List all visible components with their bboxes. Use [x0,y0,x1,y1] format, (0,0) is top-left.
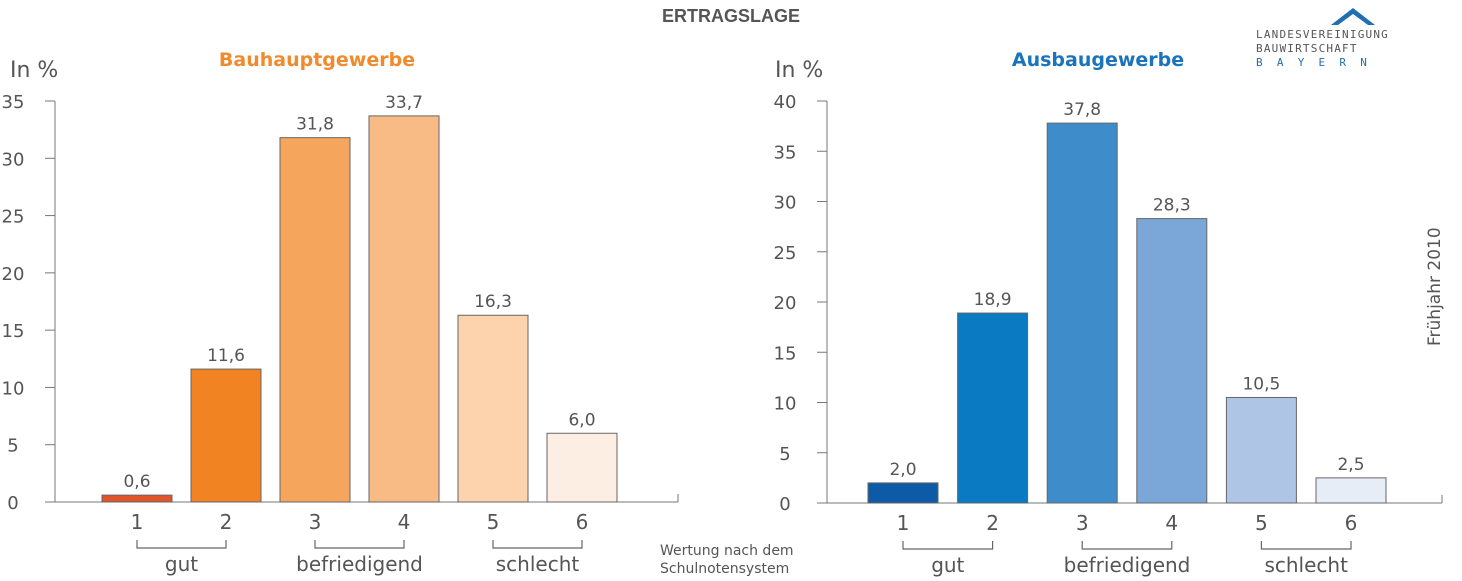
logo-roof-icon [1331,8,1375,25]
chart-2-bar [1315,477,1387,504]
chart-2-bar [957,312,1029,504]
chart-2-value-label: 10,5 [1242,374,1280,394]
chart-2-bar [867,482,939,504]
page-title: ERTRAGSLAGE [661,6,800,26]
chart-2-group-bracket [902,541,994,550]
footnote: Wertung nach dem Schulnotensystem [660,542,794,578]
chart-2-y-tick-label: 15 [774,343,797,364]
chart-1-value-label: 33,7 [385,93,423,113]
chart-2-title: Ausbaugewerbe [1012,49,1184,71]
chart-1-bar [101,494,173,503]
chart-2-bar [1046,122,1118,504]
chart-1-group-label: gut [165,552,198,576]
chart-1-y-tick-label: 30 [2,149,25,170]
chart-2-y-tick-label: 25 [774,243,797,264]
chart-2-y-tick-label: 40 [774,92,797,113]
chart-2-group-bracket [1260,541,1352,550]
chart-1-group-bracket [492,540,583,549]
logo-line-1: LANDESVEREINIGUNG [1256,28,1389,41]
chart-1-bar [546,432,618,503]
chart-1-bar [190,368,262,503]
chart-1-y-tick-label: 20 [2,264,25,285]
chart-1-value-label: 6,0 [568,410,595,430]
chart-2-group-label: gut [931,553,964,577]
chart-2-y-tick-label: 0 [779,494,790,515]
chart-1-group-label: befriedigend [296,552,423,576]
chart-1-bar [457,314,529,503]
chart-1-y-tick-label: 35 [2,92,25,113]
chart-2-category-label: 6 [1345,511,1358,535]
chart-1-bar [368,115,440,503]
chart-1-ylabel: In % [10,58,58,83]
chart-2-value-label: 2,0 [889,460,916,480]
chart-1-value-label: 0,6 [123,472,150,492]
chart-1-group-bracket [136,540,227,549]
chart-1-category-label: 3 [309,510,322,534]
chart-1-category-label: 4 [398,510,411,534]
chart-2-category-label: 2 [986,511,999,535]
chart-2-value-label: 28,3 [1153,196,1191,216]
chart-1-group-bracket [314,540,405,549]
chart-1-category-label: 2 [220,510,233,534]
chart-2-group-label: befriedigend [1064,553,1191,577]
chart-1-category-label: 1 [131,510,144,534]
season-label: Frühjahr 2010 [1425,227,1445,346]
chart-1-group-label: schlecht [496,552,580,576]
chart-1-category-label: 6 [576,510,589,534]
chart-1-y-tick-label: 15 [2,321,25,342]
chart-2-category-label: 4 [1165,511,1178,535]
chart-2-y-tick-label: 10 [774,394,797,415]
chart-2-value-label: 2,5 [1337,455,1364,475]
chart-2-ylabel: In % [775,58,823,83]
chart-1-y-tick-label: 10 [2,378,25,399]
chart-1-y-tick-label: 0 [7,493,18,514]
chart-2-group-label: schlecht [1264,553,1348,577]
chart-2-group-bracket [1081,541,1173,550]
chart-2-category-label: 1 [897,511,910,535]
chart-1-value-label: 16,3 [474,292,512,312]
chart-2-value-label: 37,8 [1063,100,1101,120]
chart-1-value-label: 11,6 [207,346,245,366]
chart-2-y-tick-label: 30 [774,193,797,214]
footnote-line-1: Wertung nach dem [660,543,794,559]
chart-1-value-label: 31,8 [296,115,334,135]
chart-2-value-label: 18,9 [974,290,1012,310]
logo-line-2: BAUWIRTSCHAFT [1256,42,1358,55]
chart-1-title: Bauhauptgewerbe [219,49,415,71]
chart-2-y-tick-label: 5 [779,444,790,465]
logo-line-3: B A Y E R N [1256,56,1371,69]
chart-2-y-tick-label: 35 [774,142,797,163]
chart-1-y-tick-label: 5 [7,436,18,457]
logo: LANDESVEREINIGUNG BAUWIRTSCHAFT B A Y E … [1256,6,1456,76]
chart-1-category-label: 5 [487,510,500,534]
chart-1-y-tick-label: 25 [2,207,25,228]
chart-2-y-tick-label: 20 [774,293,797,314]
chart-2-bar [1225,396,1297,504]
chart-2-category-label: 5 [1255,511,1268,535]
chart-2-category-label: 3 [1076,511,1089,535]
chart-1-bar [279,137,351,503]
footnote-line-2: Schulnotensystem [660,561,790,577]
chart-2-bar [1136,218,1208,504]
